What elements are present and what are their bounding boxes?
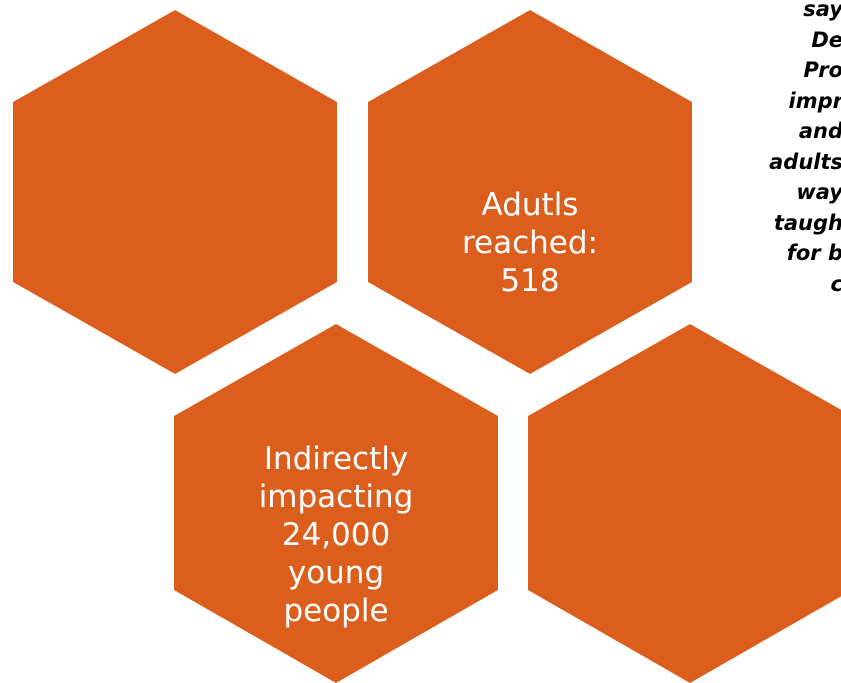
quote-line: impr [788,88,841,113]
quote-line: say [803,0,841,21]
hex-top-left [13,10,337,374]
quote-line: way [796,180,841,204]
quote-line: De [811,27,841,52]
quote-line: c [683,269,841,300]
quote-line: for b [786,241,841,265]
hex-bottom-middle [174,324,498,683]
hex-bottom-right [528,324,841,683]
indirect-impact-label: Indirectly impacting 24,000 young people [258,441,414,629]
quote-line: adults [769,149,841,174]
quote-line: and [798,119,841,143]
adults-reached-label: Adutls reached: 518 [461,187,599,299]
hex-top-middle [368,10,692,374]
quote-line: taugh [773,210,841,235]
quote-text: say De Pro impr and adults way taugh for… [683,0,841,299]
quote-line: Pro [803,58,841,82]
